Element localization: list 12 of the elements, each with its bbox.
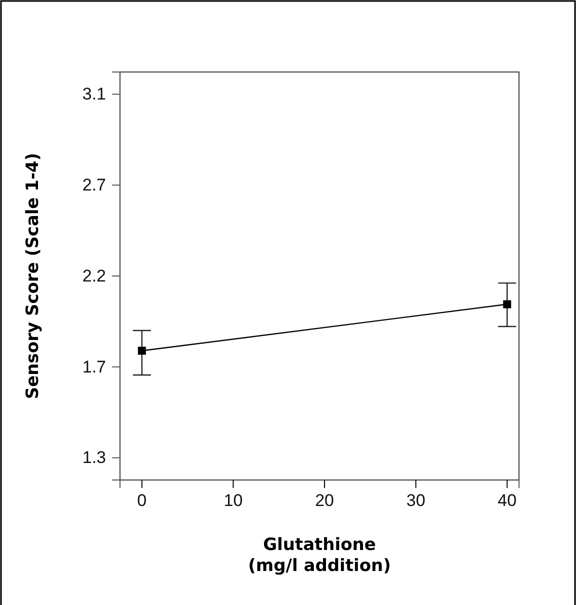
y-tick-label: 2.2 [82,266,106,286]
y-axis-title: Sensory Score (Scale 1-4) [23,152,43,400]
y-tick-label: 3.1 [82,84,106,104]
x-tick-label: 40 [498,491,517,510]
x-tick-label: 20 [315,491,334,510]
x-axis-title: Glutathione (mg/l addition) [248,535,391,576]
x-tick-label: 10 [224,491,243,510]
x-tick-label: 30 [406,491,426,510]
x-tick-label: 0 [137,491,147,510]
y-tick-label: 1.7 [82,357,106,376]
y-tick-label: 2.7 [82,176,106,195]
y-tick-label: 1.3 [82,448,106,468]
